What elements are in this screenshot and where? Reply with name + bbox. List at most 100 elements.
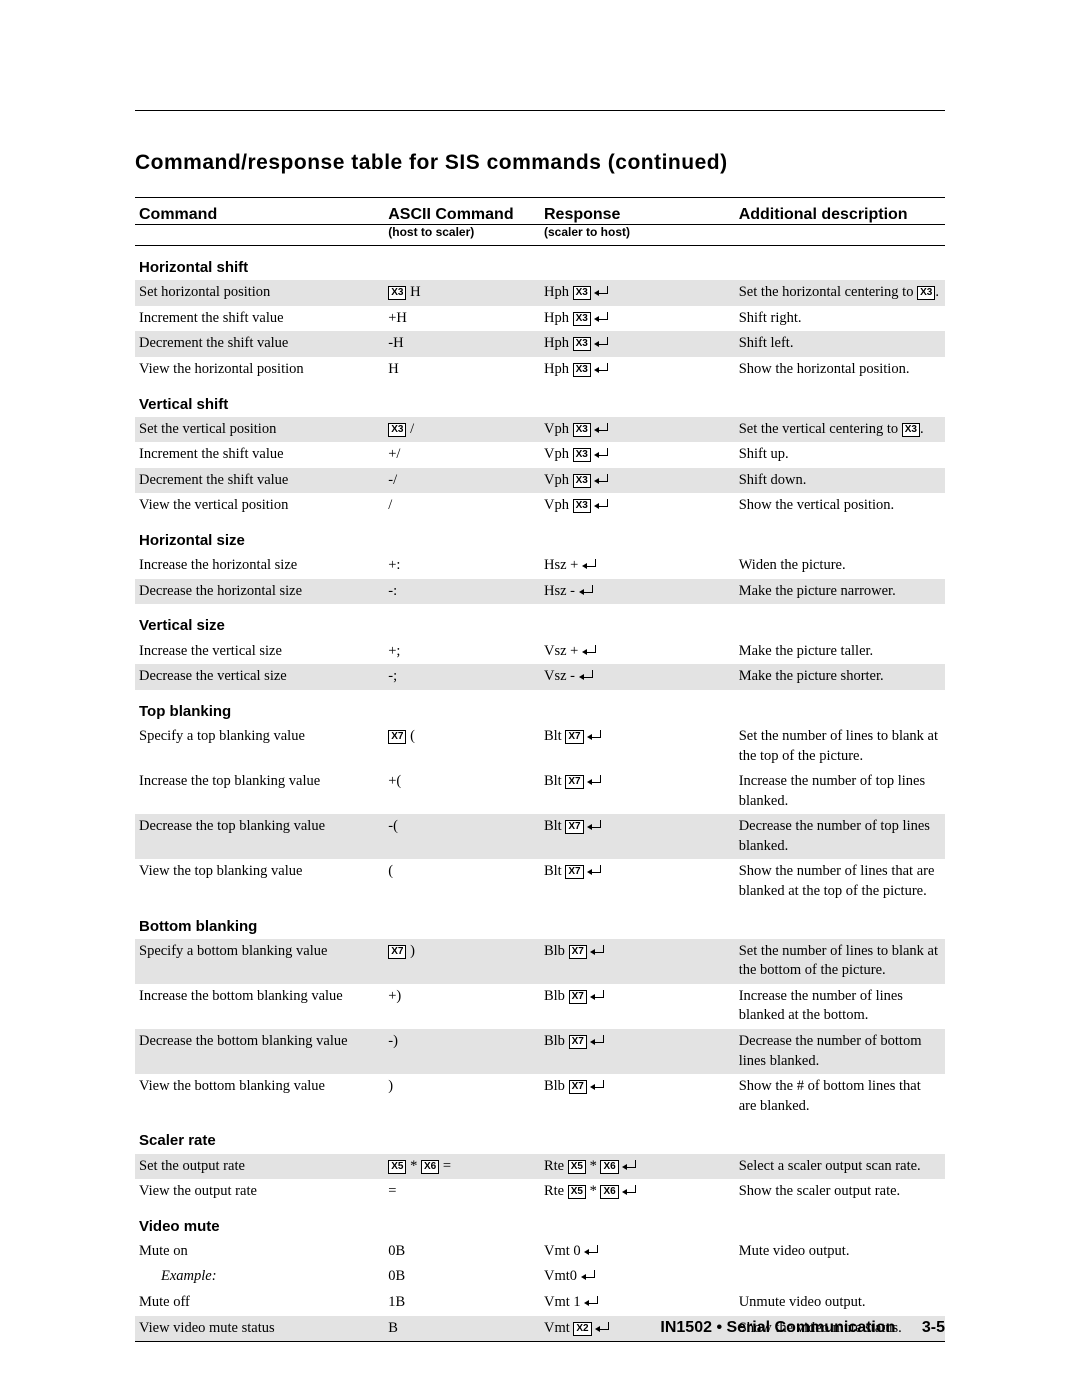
var-box: X6 (600, 1160, 618, 1174)
cell-desc: Show the number of lines that are blanke… (735, 859, 945, 904)
example-label: Example: (139, 1267, 217, 1287)
table-row: View the bottom blanking value)Blb X7 Sh… (135, 1074, 945, 1119)
table-row: Specify a top blanking valueX7 (Blt X7 S… (135, 724, 945, 769)
table-row: Increment the shift value+HHph X3 Shift … (135, 306, 945, 332)
cell-response: Hph X3 (540, 280, 735, 306)
cell-response: Vph X3 (540, 493, 735, 519)
cell-command: Decrease the horizontal size (135, 579, 384, 605)
cell-ascii: 0B (384, 1264, 540, 1290)
var-box: X7 (569, 990, 587, 1004)
cell-response: Blt X7 (540, 859, 735, 904)
section-row: Top blanking (135, 690, 945, 724)
cell-response: Blt X7 (540, 769, 735, 814)
cell-ascii: X3 H (384, 280, 540, 306)
page: Command/response table for SIS commands … (0, 0, 1080, 1397)
cell-command: Decrement the shift value (135, 468, 384, 494)
cell-command: Decrease the top blanking value (135, 814, 384, 859)
cell-desc: Shift down. (735, 468, 945, 494)
var-box: X3 (573, 363, 591, 377)
footer-product: IN1502 • Serial Communication (660, 1319, 895, 1336)
section-row: Horizontal size (135, 519, 945, 553)
var-box: X7 (569, 1080, 587, 1094)
cell-command: Increase the vertical size (135, 639, 384, 665)
cell-desc: Increase the number of top lines blanked… (735, 769, 945, 814)
return-icon (582, 559, 596, 569)
cell-desc: Shift up. (735, 442, 945, 468)
section-row: Vertical shift (135, 383, 945, 417)
section-title: Video mute (135, 1205, 945, 1239)
cell-ascii: +/ (384, 442, 540, 468)
var-box: X7 (569, 1035, 587, 1049)
cell-desc: Show the horizontal position. (735, 357, 945, 383)
return-icon (579, 585, 593, 595)
var-box: X6 (421, 1160, 439, 1174)
cell-command: Decrease the bottom blanking value (135, 1029, 384, 1074)
return-icon (587, 775, 601, 785)
return-icon (594, 499, 608, 509)
cell-response: Vsz - (540, 664, 735, 690)
cell-ascii: ) (384, 1074, 540, 1119)
cell-response: Vsz + (540, 639, 735, 665)
table-row: Decrease the vertical size-;Vsz - Make t… (135, 664, 945, 690)
return-icon (582, 645, 596, 655)
section-row: Video mute (135, 1205, 945, 1239)
cell-response: Blt X7 (540, 724, 735, 769)
cell-ascii: / (384, 493, 540, 519)
return-icon (622, 1185, 636, 1195)
var-box: X2 (573, 1322, 591, 1336)
cell-ascii: -; (384, 664, 540, 690)
table-row: Increase the top blanking value+(Blt X7 … (135, 769, 945, 814)
table-row: Decrease the top blanking value-(Blt X7 … (135, 814, 945, 859)
cell-desc: Set the number of lines to blank at the … (735, 724, 945, 769)
cell-ascii: +( (384, 769, 540, 814)
cell-command: View the top blanking value (135, 859, 384, 904)
var-box: X7 (565, 820, 583, 834)
section-title: Vertical size (135, 604, 945, 638)
table-row: View the top blanking value(Blt X7 Show … (135, 859, 945, 904)
cell-desc: Make the picture taller. (735, 639, 945, 665)
var-box: X6 (600, 1185, 618, 1199)
return-icon (590, 1080, 604, 1090)
return-icon (584, 1296, 598, 1306)
section-row: Scaler rate (135, 1119, 945, 1153)
cell-ascii: ( (384, 859, 540, 904)
cell-desc: Set the number of lines to blank at the … (735, 939, 945, 984)
table-body: Horizontal shiftSet horizontal positionX… (135, 246, 945, 1342)
table-row: Example:0BVmt0 (135, 1264, 945, 1290)
table-row: Set horizontal positionX3 HHph X3 Set th… (135, 280, 945, 306)
return-icon (594, 312, 608, 322)
cell-command: View the vertical position (135, 493, 384, 519)
footer-page: 3-5 (922, 1319, 945, 1336)
cell-response: Blb X7 (540, 1074, 735, 1119)
cell-ascii: +) (384, 984, 540, 1029)
cell-command: Increase the bottom blanking value (135, 984, 384, 1029)
table-row: Increase the vertical size+;Vsz + Make t… (135, 639, 945, 665)
cell-command: Specify a bottom blanking value (135, 939, 384, 984)
cell-command: Mute on (135, 1239, 384, 1265)
var-box: X7 (569, 945, 587, 959)
cell-command: Set horizontal position (135, 280, 384, 306)
cell-ascii: = (384, 1179, 540, 1205)
cell-desc: Mute video output. (735, 1239, 945, 1265)
cell-response: Hsz - (540, 579, 735, 605)
cell-command: Increment the shift value (135, 306, 384, 332)
var-box: X3 (573, 499, 591, 513)
table-row: Increase the bottom blanking value+)Blb … (135, 984, 945, 1029)
table-row: Increment the shift value+/Vph X3 Shift … (135, 442, 945, 468)
cell-desc: Shift right. (735, 306, 945, 332)
cell-ascii: H (384, 357, 540, 383)
cell-ascii: 1B (384, 1290, 540, 1316)
return-icon (587, 865, 601, 875)
var-box: X5 (388, 1160, 406, 1174)
cell-ascii: -( (384, 814, 540, 859)
section-title: Top blanking (135, 690, 945, 724)
table-row: Specify a bottom blanking valueX7 )Blb X… (135, 939, 945, 984)
return-icon (590, 1035, 604, 1045)
cell-desc: Decrease the number of top lines blanked… (735, 814, 945, 859)
cell-response: Blb X7 (540, 939, 735, 984)
cell-desc: Widen the picture. (735, 553, 945, 579)
return-icon (587, 820, 601, 830)
return-icon (587, 730, 601, 740)
section-title: Horizontal size (135, 519, 945, 553)
return-icon (581, 1270, 595, 1280)
